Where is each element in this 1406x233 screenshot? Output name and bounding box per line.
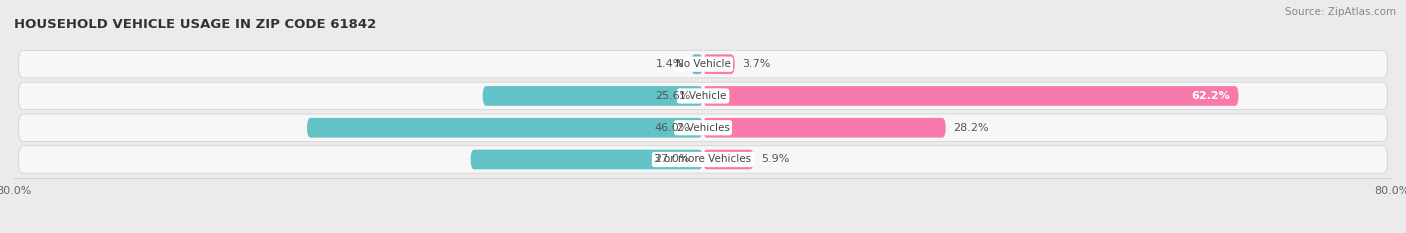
Text: Source: ZipAtlas.com: Source: ZipAtlas.com (1285, 7, 1396, 17)
Text: 1.4%: 1.4% (655, 59, 685, 69)
Text: 62.2%: 62.2% (1191, 91, 1230, 101)
FancyBboxPatch shape (482, 86, 703, 106)
FancyBboxPatch shape (18, 146, 1388, 173)
FancyBboxPatch shape (18, 82, 1388, 110)
FancyBboxPatch shape (471, 150, 703, 169)
Text: 2 Vehicles: 2 Vehicles (676, 123, 730, 133)
Text: 25.6%: 25.6% (655, 91, 690, 101)
Text: HOUSEHOLD VEHICLE USAGE IN ZIP CODE 61842: HOUSEHOLD VEHICLE USAGE IN ZIP CODE 6184… (14, 18, 377, 31)
Text: 3 or more Vehicles: 3 or more Vehicles (654, 154, 752, 164)
Text: 28.2%: 28.2% (953, 123, 988, 133)
Text: 27.0%: 27.0% (655, 154, 690, 164)
FancyBboxPatch shape (703, 86, 1239, 106)
Text: 46.0%: 46.0% (655, 123, 690, 133)
Text: 1 Vehicle: 1 Vehicle (679, 91, 727, 101)
FancyBboxPatch shape (690, 54, 703, 74)
FancyBboxPatch shape (703, 118, 946, 137)
FancyBboxPatch shape (703, 150, 754, 169)
FancyBboxPatch shape (307, 118, 703, 137)
Text: 5.9%: 5.9% (761, 154, 789, 164)
Text: 3.7%: 3.7% (742, 59, 770, 69)
FancyBboxPatch shape (18, 51, 1388, 78)
Text: No Vehicle: No Vehicle (675, 59, 731, 69)
FancyBboxPatch shape (18, 114, 1388, 141)
FancyBboxPatch shape (703, 54, 735, 74)
